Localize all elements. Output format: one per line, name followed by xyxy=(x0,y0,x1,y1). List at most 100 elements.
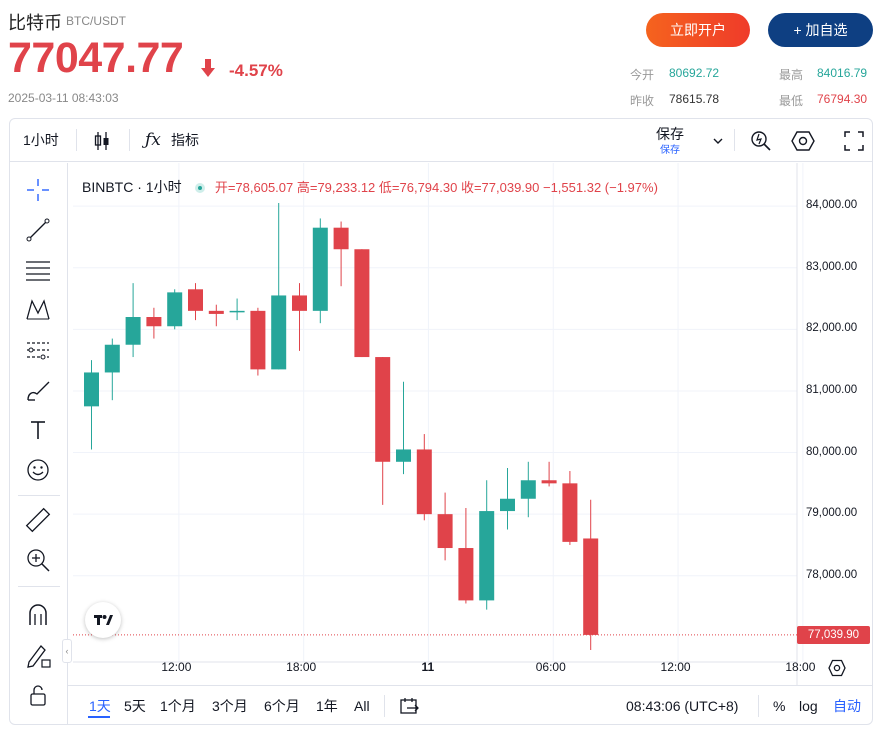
collapse-toolbar-button[interactable]: ‹ xyxy=(62,639,72,663)
quote-timestamp: 2025-03-11 08:43:03 xyxy=(8,91,119,105)
candle-body xyxy=(583,538,599,635)
candle-body xyxy=(188,289,203,311)
candle xyxy=(541,461,557,487)
market-status-dot xyxy=(195,183,206,193)
candle-body xyxy=(146,317,162,327)
fx-icon[interactable]: ƒx xyxy=(145,130,161,150)
candle xyxy=(84,360,99,450)
range-1m[interactable]: 1个月 xyxy=(160,698,196,714)
log-scale-toggle[interactable]: log xyxy=(799,698,818,714)
percent-scale-toggle[interactable]: % xyxy=(773,698,786,714)
legend-symbol: BINBTC · 1小时 xyxy=(82,179,182,195)
alert-icon[interactable] xyxy=(750,130,772,152)
candle xyxy=(146,307,162,339)
candle-body xyxy=(354,249,370,358)
range-bar: 1天 5天 1个月 3个月 6个月 1年 All 08:43:06 (UTC+8… xyxy=(68,685,872,724)
tradingview-logo[interactable] xyxy=(85,602,121,638)
candle xyxy=(250,307,266,376)
candle-body xyxy=(271,295,287,370)
price-tick-label: 82,000.00 xyxy=(806,322,858,335)
ruler-icon[interactable] xyxy=(23,505,53,535)
divider xyxy=(129,129,130,151)
fullscreen-icon[interactable] xyxy=(844,131,864,151)
range-3m[interactable]: 3个月 xyxy=(212,698,248,714)
price-tick-label: 79,000.00 xyxy=(806,507,858,520)
time-tick-label: 12:00 xyxy=(660,660,691,674)
divider xyxy=(758,695,759,717)
interval-selector[interactable]: 1小时 xyxy=(23,132,59,148)
time-tick-label: 18:00 xyxy=(286,660,317,674)
stat-low: 最低 xyxy=(779,94,804,108)
stat-high: 最高 xyxy=(779,68,804,82)
chart-legend: BINBTC · 1小时 开=78,605.07 高=79,233.12 低=7… xyxy=(82,177,658,197)
candle-body xyxy=(84,372,99,407)
auto-scale-toggle[interactable]: 自动 xyxy=(833,698,861,714)
candle xyxy=(271,203,287,370)
price-tick-label: 80,000.00 xyxy=(806,445,858,458)
trend-line-icon[interactable] xyxy=(23,215,53,245)
candle xyxy=(167,289,183,330)
candle xyxy=(562,471,578,545)
candles-icon[interactable] xyxy=(93,131,111,151)
crosshair-icon[interactable] xyxy=(23,175,53,205)
pattern-icon[interactable] xyxy=(23,295,53,325)
asset-name: 比特币 xyxy=(8,13,62,33)
lock-draw-icon[interactable] xyxy=(23,640,53,670)
candle xyxy=(125,283,141,358)
last-price-label: 77,039.90 xyxy=(797,625,870,644)
candle-body xyxy=(479,511,495,601)
candle-body xyxy=(104,344,120,373)
time-tick-label: 12:00 xyxy=(161,660,192,674)
stat-open: 今开 xyxy=(630,68,655,82)
candle-body xyxy=(229,310,245,313)
current-time: 08:43:06 (UTC+8) xyxy=(626,698,739,714)
chevron-down-icon[interactable] xyxy=(713,136,723,146)
lock-icon[interactable] xyxy=(23,680,53,710)
prediction-icon[interactable] xyxy=(23,335,53,365)
price-tick-label: 81,000.00 xyxy=(806,383,858,396)
save-sub-label: 保存 xyxy=(660,145,680,156)
candle xyxy=(333,221,349,287)
candlestick-chart[interactable] xyxy=(73,163,872,685)
time-axis-settings-icon[interactable] xyxy=(828,659,846,677)
change-percent: -4.57% xyxy=(229,61,283,80)
add-watchlist-button[interactable]: + 加自选 xyxy=(768,13,873,47)
drawing-toolbar xyxy=(10,163,68,724)
candle xyxy=(583,499,599,651)
divider xyxy=(18,495,60,496)
save-button[interactable]: 保存 xyxy=(656,126,684,142)
price-tick-label: 84,000.00 xyxy=(806,199,858,212)
candle-body xyxy=(437,514,453,549)
candle-body xyxy=(458,548,474,601)
candles xyxy=(84,203,599,651)
candle-body xyxy=(520,480,536,499)
indicators-button[interactable]: 指标 xyxy=(171,132,199,148)
candle xyxy=(229,298,245,321)
candle xyxy=(354,249,370,358)
range-1d[interactable]: 1天 xyxy=(89,698,111,714)
open-account-button[interactable]: 立即开户 xyxy=(646,13,750,47)
divider xyxy=(76,129,77,151)
settings-icon[interactable] xyxy=(791,130,815,152)
candle-body xyxy=(208,310,224,314)
range-all[interactable]: All xyxy=(354,698,370,714)
range-6m[interactable]: 6个月 xyxy=(264,698,300,714)
brush-icon[interactable] xyxy=(23,375,53,405)
asset-pair: BTC/USDT xyxy=(66,14,126,28)
grid xyxy=(73,163,804,662)
candle-body xyxy=(167,292,183,327)
emoji-icon[interactable] xyxy=(23,455,53,485)
candle xyxy=(312,218,328,324)
legend-ohlc: 开=78,605.07 高=79,233.12 低=76,794.30 收=77… xyxy=(214,180,658,195)
range-5d[interactable]: 5天 xyxy=(124,698,146,714)
candle-body xyxy=(541,480,557,484)
candle-body xyxy=(333,227,349,250)
fib-icon[interactable] xyxy=(23,255,53,285)
zoom-in-icon[interactable] xyxy=(23,545,53,575)
text-icon[interactable] xyxy=(23,415,53,445)
magnet-icon[interactable] xyxy=(23,600,53,630)
down-arrow-icon xyxy=(201,59,215,77)
range-1y[interactable]: 1年 xyxy=(316,698,338,714)
time-tick-label: 06:00 xyxy=(535,660,566,674)
goto-date-icon[interactable] xyxy=(399,696,419,716)
